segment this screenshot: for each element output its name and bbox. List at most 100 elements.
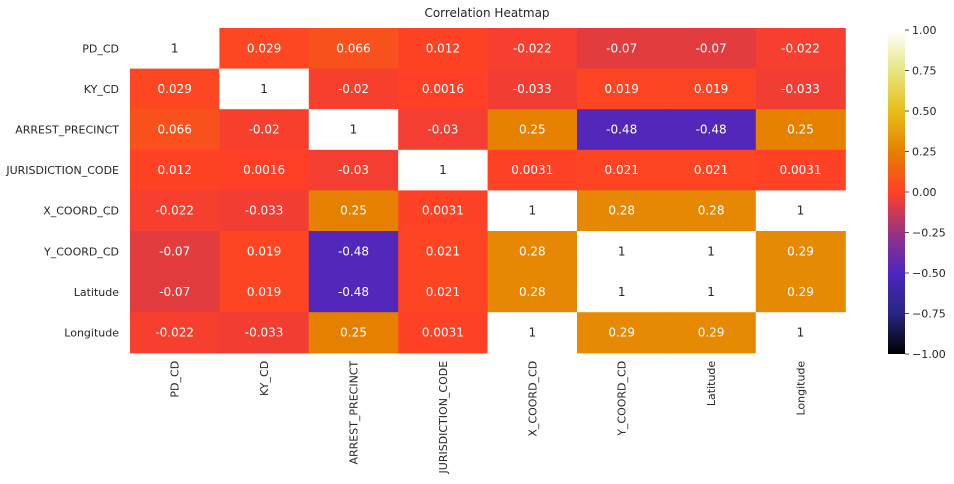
- heatmap-cell-7-7: [755, 312, 846, 354]
- column-tick-label: Latitude: [705, 361, 718, 407]
- colorbar-tick-label: 0.50: [912, 105, 937, 118]
- heatmap-cell-0-4: [487, 28, 578, 70]
- column-tick-label: Y_COORD_CD: [616, 361, 629, 437]
- cell-annotation-1-6: 0.019: [694, 82, 728, 96]
- heatmap-cells: 1 0.029 0.066 0.012 -0.022 -0.07 -0.07 -0.022 0.…: [130, 28, 846, 354]
- row-tick-label: Latitude: [74, 286, 120, 299]
- column-tick-label: JURISDICTION_CODE: [437, 361, 450, 475]
- colorbar-tick-label: −0.25: [912, 227, 946, 240]
- row-tick-label: KY_CD: [84, 83, 119, 96]
- heatmap-cell-3-7: [755, 149, 846, 191]
- cell-annotation-0-5: -0.07: [606, 41, 637, 55]
- heatmap-cell-4-3: [398, 190, 489, 232]
- heatmap-cell-5-3: [398, 231, 489, 273]
- cell-annotation-7-3: 0.0031: [422, 326, 464, 340]
- cell-annotation-4-5: 0.28: [608, 204, 635, 218]
- heatmap-cell-7-4: [487, 312, 578, 354]
- cell-annotation-0-1: 0.029: [247, 41, 281, 55]
- heatmap-cell-0-7: [755, 28, 846, 70]
- cell-annotation-0-2: 0.066: [336, 41, 370, 55]
- heatmap-cell-4-7: [755, 190, 846, 232]
- cell-annotation-6-7: 0.29: [787, 285, 814, 299]
- heatmap-cell-0-5: [577, 28, 667, 70]
- heatmap-cell-3-1: [219, 149, 310, 191]
- heatmap-cell-3-3: [398, 149, 489, 191]
- cell-annotation-6-4: 0.28: [519, 285, 546, 299]
- heatmap-cell-1-6: [666, 68, 757, 110]
- heatmap-cell-3-6: [666, 149, 757, 191]
- heatmap-cell-0-3: [398, 28, 489, 70]
- cell-annotation-2-5: -0.48: [606, 123, 637, 137]
- heatmap-cell-2-0: [130, 109, 220, 151]
- heatmap-cell-6-2: [308, 271, 399, 313]
- cell-annotation-4-4: 1: [528, 204, 536, 218]
- heatmap-cell-3-2: [308, 149, 399, 191]
- cell-annotation-6-1: 0.019: [247, 285, 281, 299]
- row-tick-label: JURISDICTION_CODE: [5, 164, 119, 177]
- heatmap-cell-5-7: [755, 231, 846, 273]
- heatmap-cell-5-1: [219, 231, 310, 273]
- cell-annotation-1-1: 1: [260, 82, 268, 96]
- cell-annotation-1-4: -0.033: [513, 82, 552, 96]
- cell-annotation-4-3: 0.0031: [422, 204, 464, 218]
- heatmap-cell-1-3: [398, 68, 489, 110]
- cell-annotation-5-6: 1: [707, 244, 715, 258]
- cell-annotation-3-2: -0.03: [338, 163, 369, 177]
- cell-annotation-6-3: 0.021: [426, 285, 460, 299]
- column-tick-labels: PD_CD KY_CD ARREST_PRECINCT JURISDICTION_CO…: [169, 361, 808, 475]
- heatmap-cell-6-6: [666, 271, 757, 313]
- heatmap-cell-6-0: [130, 271, 220, 313]
- cell-annotation-3-5: 0.021: [605, 163, 639, 177]
- heatmap-cell-5-5: [577, 231, 667, 273]
- cell-annotation-4-0: -0.022: [155, 204, 194, 218]
- cell-annotation-0-6: -0.07: [696, 41, 727, 55]
- heatmap-cell-4-0: [130, 190, 220, 232]
- cell-annotation-2-4: 0.25: [519, 123, 546, 137]
- cell-annotation-7-4: 1: [528, 326, 536, 340]
- heatmap-cell-3-5: [577, 149, 667, 191]
- colorbar-tick-label: −1.00: [912, 348, 946, 361]
- cell-annotation-5-0: -0.07: [159, 244, 190, 258]
- heatmap-cell-1-7: [755, 68, 846, 110]
- cell-annotation-7-6: 0.29: [698, 326, 725, 340]
- cell-annotation-7-2: 0.25: [340, 326, 367, 340]
- row-tick-label: ARREST_PRECINCT: [15, 124, 119, 137]
- column-tick-label: Longitude: [795, 361, 808, 416]
- heatmap-cell-2-2: [308, 109, 399, 151]
- heatmap-cell-5-0: [130, 231, 220, 273]
- cell-annotation-0-4: -0.022: [513, 41, 552, 55]
- heatmap-cell-5-4: [487, 231, 578, 273]
- heatmap-cell-2-6: [666, 109, 757, 151]
- heatmap-cell-4-5: [577, 190, 667, 232]
- cell-annotation-2-6: -0.48: [696, 123, 727, 137]
- cell-annotation-4-2: 0.25: [340, 204, 367, 218]
- heatmap-cell-2-3: [398, 109, 489, 151]
- heatmap-cell-6-4: [487, 271, 578, 313]
- cell-annotation-3-0: 0.012: [158, 163, 192, 177]
- cell-annotation-1-3: 0.0016: [422, 82, 464, 96]
- heatmap-cell-4-6: [666, 190, 757, 232]
- heatmap-cell-2-7: [755, 109, 846, 151]
- cell-annotation-3-7: 0.0031: [780, 163, 822, 177]
- heatmap-cell-6-3: [398, 271, 489, 313]
- column-tick-label: ARREST_PRECINCT: [348, 361, 361, 465]
- cell-annotation-7-0: -0.022: [155, 326, 194, 340]
- row-tick-labels: PD_CD KY_CD ARREST_PRECINCT JURISDICTION_CO…: [5, 42, 119, 339]
- cell-annotation-3-1: 0.0016: [243, 163, 285, 177]
- cell-annotation-0-7: -0.022: [781, 41, 820, 55]
- column-tick-label: KY_CD: [258, 361, 271, 396]
- heatmap-cell-1-0: [130, 68, 220, 110]
- heatmap-cell-4-4: [487, 190, 578, 232]
- cell-annotation-3-4: 0.0031: [511, 163, 553, 177]
- cell-annotation-1-7: -0.033: [781, 82, 820, 96]
- heatmap-cell-6-1: [219, 271, 310, 313]
- colorbar-tick-label: 0.00: [912, 186, 937, 199]
- row-tick-label: X_COORD_CD: [43, 205, 119, 218]
- cell-annotation-4-1: -0.033: [245, 204, 284, 218]
- cell-annotation-1-0: 0.029: [158, 82, 192, 96]
- cell-annotation-2-3: -0.03: [427, 123, 458, 137]
- heatmap-cell-6-7: [755, 271, 846, 313]
- column-tick-label: PD_CD: [169, 361, 182, 398]
- heatmap-cell-0-0: [130, 28, 220, 70]
